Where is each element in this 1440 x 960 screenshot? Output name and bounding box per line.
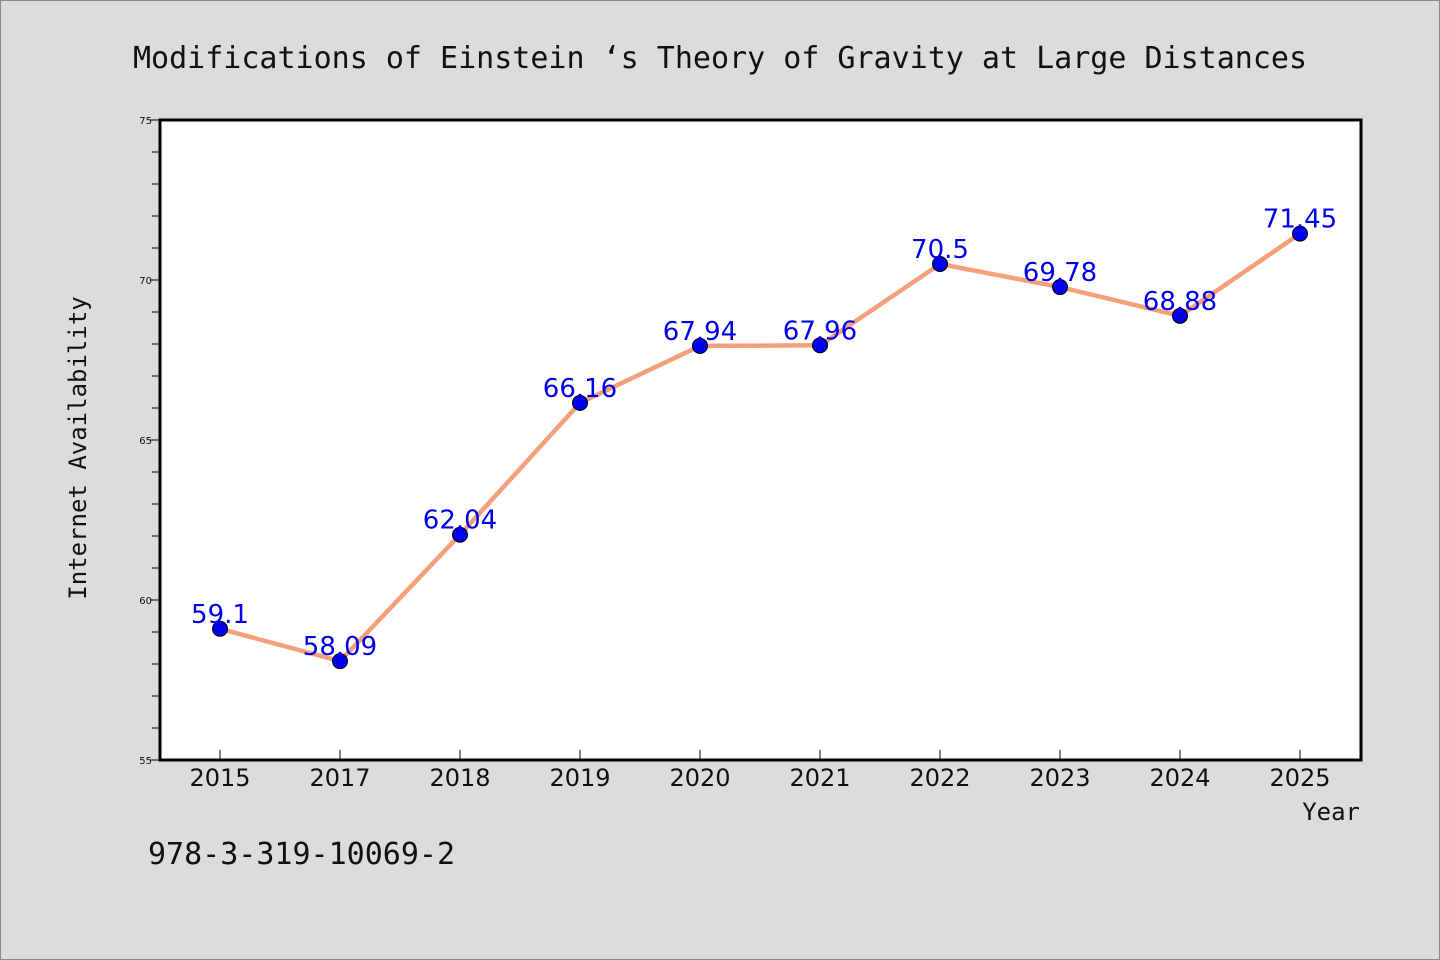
- y-tick-label: 65: [139, 436, 152, 447]
- data-point: [812, 337, 828, 354]
- data-point: [1172, 307, 1188, 324]
- x-tick-label: 2024: [1149, 764, 1210, 792]
- data-label: 69.78: [1023, 258, 1097, 288]
- data-label: 59.1: [191, 600, 249, 630]
- y-axis: 55 60 65 70 75: [139, 116, 160, 767]
- data-label: 71.45: [1263, 205, 1337, 235]
- x-tick-label: 2018: [429, 764, 490, 792]
- x-tick-label: 2019: [549, 764, 610, 792]
- x-tick-label: 2022: [909, 764, 970, 792]
- data-label: 58.09: [303, 632, 377, 662]
- data-label: 67.94: [663, 317, 737, 347]
- data-point: [692, 337, 708, 354]
- y-tick-label: 75: [139, 116, 152, 127]
- footnote-isbn: 978-3-319-10069-2: [148, 837, 455, 872]
- x-tick-label: 2025: [1269, 764, 1330, 792]
- data-label: 70.5: [911, 235, 969, 265]
- y-tick-label: 55: [139, 756, 152, 767]
- x-tick-label: 2017: [309, 764, 370, 792]
- data-point: [572, 394, 588, 411]
- data-labels: 59.1 58.09 62.04 66.16 67.94 67.96 70.5 69.78 68…: [191, 205, 1337, 663]
- data-label: 67.96: [783, 316, 857, 346]
- chart-title: Modifications of Einstein ‘s Theory of G…: [133, 41, 1307, 76]
- data-point: [212, 620, 228, 637]
- plot-area: [158, 118, 1363, 762]
- data-point: [452, 526, 468, 543]
- y-tick-label: 70: [139, 276, 152, 287]
- series-markers: [212, 225, 1308, 670]
- x-tick-label: 2020: [669, 764, 730, 792]
- x-axis: 2015 2017 2018 2019 2020 2021 2022 2023 2024 2025: [189, 750, 1331, 792]
- data-label: 62.04: [423, 506, 497, 536]
- series-polyline: [217, 231, 1303, 664]
- data-label: 66.16: [543, 374, 617, 404]
- data-point: [932, 256, 948, 272]
- x-axis-label: Year: [1302, 798, 1360, 826]
- x-tick-label: 2021: [789, 764, 850, 792]
- series-line: [217, 231, 1303, 664]
- y-axis-label: Internet Availability: [64, 296, 92, 599]
- data-point: [1052, 279, 1068, 296]
- x-tick-label: 2015: [189, 764, 250, 792]
- y-tick-label: 60: [139, 596, 152, 607]
- data-point: [1292, 225, 1308, 242]
- data-label: 68.88: [1143, 287, 1217, 317]
- data-point: [332, 653, 348, 670]
- x-tick-label: 2023: [1029, 764, 1090, 792]
